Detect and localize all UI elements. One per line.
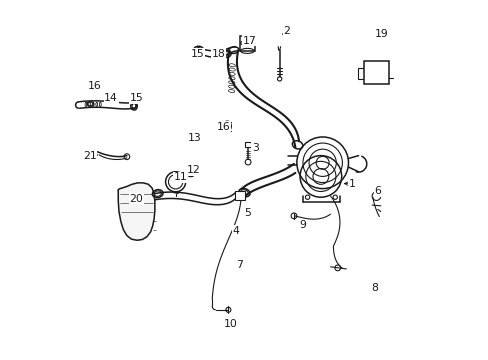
Text: 17: 17 [243, 36, 256, 46]
Text: 12: 12 [186, 165, 200, 175]
Polygon shape [118, 183, 155, 240]
Text: 6: 6 [374, 186, 381, 197]
Text: 11: 11 [173, 172, 187, 182]
Text: 21: 21 [82, 150, 96, 161]
FancyBboxPatch shape [363, 61, 388, 84]
Text: 5: 5 [244, 208, 250, 218]
Text: 1: 1 [348, 179, 355, 189]
Text: 10: 10 [224, 319, 237, 329]
Text: 2: 2 [283, 26, 290, 36]
Text: 19: 19 [374, 29, 387, 39]
Text: 20: 20 [129, 194, 143, 204]
Text: 8: 8 [370, 283, 377, 293]
FancyBboxPatch shape [240, 36, 254, 51]
Text: 18: 18 [211, 49, 225, 59]
FancyBboxPatch shape [235, 192, 244, 200]
Text: 15: 15 [190, 49, 203, 59]
Text: 4: 4 [232, 226, 239, 236]
Text: 9: 9 [299, 220, 306, 230]
Text: 16: 16 [87, 81, 102, 91]
Text: 14: 14 [104, 93, 118, 103]
Text: 13: 13 [188, 133, 202, 143]
Text: 15: 15 [129, 93, 143, 103]
Text: 3: 3 [251, 143, 258, 153]
Text: 16: 16 [216, 122, 230, 132]
Text: 7: 7 [236, 260, 243, 270]
FancyBboxPatch shape [244, 142, 251, 147]
